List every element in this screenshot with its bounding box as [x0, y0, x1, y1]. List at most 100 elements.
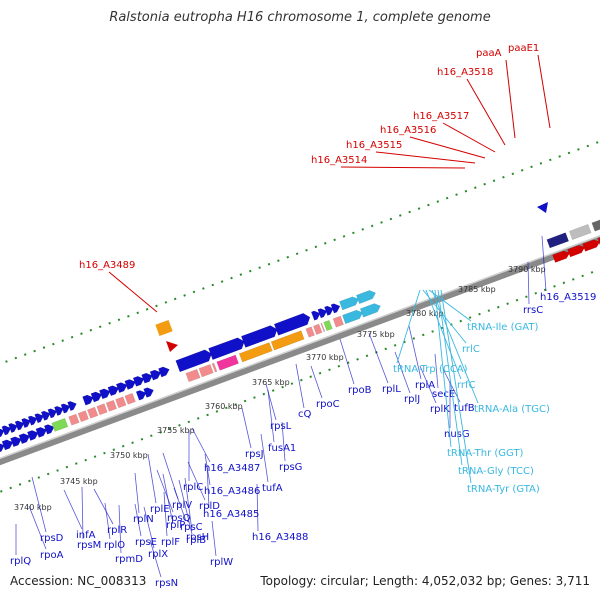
map-band: 3740 kbp 3745 kbp 3750 kbp 3755 kbp 3760 kbp…: [0, 140, 600, 512]
gene-arrow: [35, 427, 48, 438]
leader-line-trna-tyr-gta: [440, 289, 472, 484]
leader-line-rrsc: [527, 261, 530, 305]
gene-arrow: [43, 424, 55, 435]
gene-label-tufa: tufA: [262, 483, 283, 494]
gene-arrow: [107, 385, 120, 397]
gene-arrow-h16-a3519: [537, 202, 548, 213]
gene-label-h16-a3519: h16_A3519: [540, 292, 596, 303]
leader-line-rplj: [394, 351, 411, 394]
gene-label-h16-a3488: h16_A3488: [252, 532, 308, 543]
rrna-arrow: [359, 303, 381, 318]
leader-line-trna-ala-tgc: [431, 289, 479, 404]
scale-tick-label: 3740 kbp: [14, 503, 52, 512]
gene-arrow: [552, 250, 571, 263]
leader-line-h16-a3485: [206, 464, 210, 509]
gene-block: [211, 362, 218, 373]
gene-label-rpln: rplN: [133, 514, 154, 525]
gene-arrow: [324, 305, 334, 316]
gene-block: [51, 417, 69, 432]
leader-line-h16-a3487: [191, 427, 211, 463]
gene-block: [216, 354, 239, 371]
leader-line-rpsm: [81, 486, 84, 540]
gene-label-tufb: tufB: [454, 403, 475, 414]
leader-line-h16-a3517: [442, 122, 496, 153]
leader-line-rpob: [339, 338, 355, 385]
gene-block: [105, 399, 118, 412]
gene-block: [124, 392, 136, 405]
leader-line-rpsc: [173, 487, 187, 522]
leader-line-h16-a3516: [409, 136, 486, 159]
gene-arrow: [14, 420, 25, 431]
gene-block: [238, 342, 273, 363]
leader-line-rpsl: [265, 383, 277, 421]
gene-arrow: [26, 430, 39, 441]
leader-line-rplf: [163, 491, 168, 537]
gene-block: [568, 223, 592, 241]
backbone-line: [0, 236, 600, 466]
leader-line-h16-a3518: [466, 78, 506, 146]
gene-label-trna-ala-tgc: tRNA-Ala (TGC): [474, 404, 550, 415]
gene-block: [86, 406, 99, 419]
gene-arrow: [10, 436, 22, 448]
gene-label-h16-a3514: h16_A3514: [311, 155, 367, 166]
gene-label-rple: rplE: [150, 504, 170, 515]
gene-label-rplb: rplB: [186, 535, 206, 546]
leader-line-rpsd: [31, 476, 47, 533]
gene-label-rpoa: rpoA: [40, 550, 64, 561]
gene-arrow: [273, 313, 311, 336]
gene-label-h16-a3518: h16_A3518: [437, 67, 493, 78]
gene-block: [115, 396, 127, 409]
gene-arrow: [124, 379, 136, 390]
gene-label-rpob: rpoB: [348, 385, 372, 396]
gene-arrow: [67, 401, 77, 412]
leader-line-rple: [147, 453, 157, 504]
gene-label-rpsj: rpsJ: [245, 449, 264, 460]
leader-line-rpll: [368, 332, 389, 384]
gene-arrow: [567, 245, 586, 258]
gene-label-rpsl: rpsL: [270, 421, 292, 432]
leader-line-rpla: [408, 325, 422, 380]
gene-label-rplw: rplW: [210, 557, 233, 568]
leader-line-rpsj: [241, 407, 252, 449]
gene-label-infa: infA: [76, 530, 96, 541]
gene-arrow: [141, 372, 153, 384]
leader-line-rpoc: [310, 365, 323, 399]
gene-block: [332, 315, 344, 328]
leader-line-rpld: [187, 461, 206, 501]
leader-line-trna-thr-ggt: [434, 289, 452, 448]
gene-label-rplr: rplR: [107, 525, 127, 536]
gene-label-rplx: rplX: [148, 549, 168, 560]
gene-label-rpse: rpsE: [135, 537, 157, 548]
leader-line-sece: [434, 353, 439, 389]
gene-label-rpld: rplD: [199, 501, 220, 512]
gene-block: [77, 410, 89, 423]
gene-label-paaa: paaA: [476, 48, 502, 59]
gene-arrow: [115, 382, 128, 394]
gene-arrow: [143, 387, 154, 398]
gene-label-rpsg: rpsG: [279, 462, 302, 473]
gene-arrow: [0, 428, 5, 438]
scale-tick-label: 3770 kbp: [306, 353, 344, 362]
leader-line-rpse: [134, 503, 142, 537]
gene-label-rpla: rplA: [415, 380, 435, 391]
gene-arrow: [0, 443, 5, 453]
gene-arrow-h16-a3489: [166, 341, 178, 352]
rrna-arrow: [339, 296, 360, 311]
gene-label-trna-trp-cca: tRNA-Trp (CCA): [393, 364, 468, 375]
gene-arrow: [132, 376, 145, 387]
leader-line-rrlc: [422, 289, 467, 344]
scale-tick-label: 3790 kbp: [508, 265, 546, 274]
gene-arrow: [34, 413, 45, 424]
gene-label-rplf: rplF: [161, 537, 180, 548]
leader-line-rplk: [419, 365, 437, 404]
map-title: Ralstonia eutropha H16 chromosome 1, com…: [109, 10, 491, 25]
gene-label-rpsc: rpsC: [180, 522, 203, 533]
gene-block: [323, 319, 333, 332]
gene-arrow: [21, 418, 31, 429]
tick-track-top: [0, 140, 600, 365]
scale-tick-label: 3785 kbp: [458, 285, 496, 294]
leader-line-h16-a3489: [108, 271, 158, 313]
gene-label-rrfc: rrfC: [457, 380, 476, 391]
gene-block: [305, 326, 315, 338]
scale-tick-label: 3755 kbp: [157, 426, 195, 435]
